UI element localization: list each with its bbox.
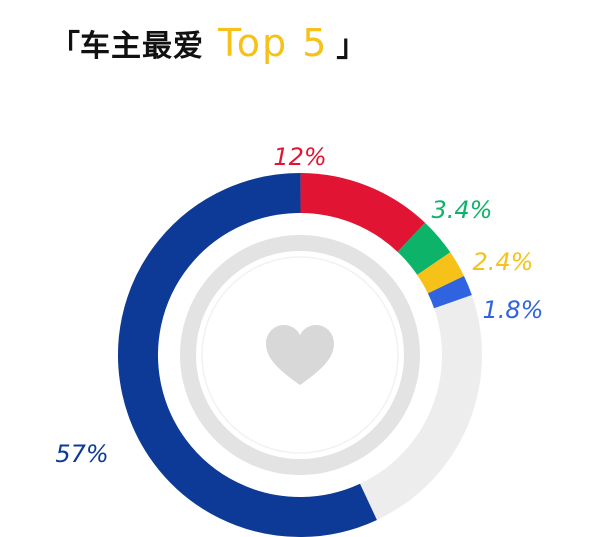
title-accent-text: Top 5 xyxy=(218,21,329,65)
slice-57pct xyxy=(118,172,377,537)
slice-12pct xyxy=(299,173,426,253)
label-57pct: 57% xyxy=(55,440,108,468)
chart-segments xyxy=(118,172,472,537)
chart-labels: 57% 12% 3.4% 2.4% 1.8% xyxy=(55,143,543,468)
title-close-bracket: 」 xyxy=(336,29,367,64)
chart-title: 「 车主最爱 Top 5 」 xyxy=(50,8,366,78)
label-1-8pct: 1.8% xyxy=(483,296,544,324)
slice-3-4pct xyxy=(397,222,451,276)
heart-icon xyxy=(266,325,334,385)
title-main-text: 车主最爱 xyxy=(80,29,204,64)
label-3-4pct: 3.4% xyxy=(432,196,493,224)
label-12pct: 12% xyxy=(273,143,326,171)
inner-ring xyxy=(180,235,420,475)
inner-ring-outline xyxy=(201,256,399,454)
title-open-bracket: 「 xyxy=(50,29,80,64)
slice-2-4pct xyxy=(417,252,464,294)
slice-1-8pct xyxy=(427,276,472,309)
label-2-4pct: 2.4% xyxy=(473,248,534,276)
